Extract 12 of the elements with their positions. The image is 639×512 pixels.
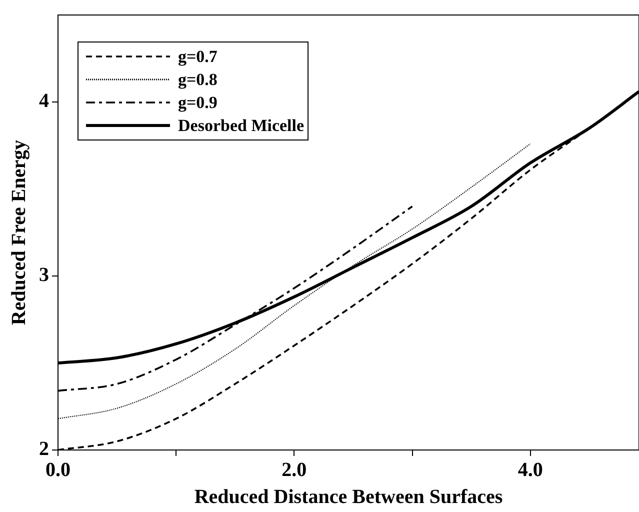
x-tick-label: 0.0 [46,459,70,482]
y-tick-label: 2 [39,438,49,460]
x-axis-title: Reduced Distance Between Surfaces [194,486,503,508]
y-axis-title: Reduced Free Energy [8,140,30,326]
legend-label: g=0.7 [178,46,218,66]
y-tick-label: 4 [39,90,49,112]
y-tick-label: 3 [39,264,49,286]
legend-label: g=0.9 [178,92,218,112]
legend-label: g=0.8 [178,70,218,89]
x-tick-label: 4.0 [518,459,543,482]
x-tick-label: 2.0 [282,459,307,482]
legend-label: Desorbed Micelle [178,116,304,135]
